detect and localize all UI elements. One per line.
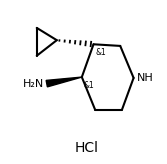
Polygon shape — [46, 77, 82, 87]
Text: &1: &1 — [84, 81, 95, 90]
Text: NH: NH — [137, 73, 154, 83]
Text: H₂N: H₂N — [23, 79, 44, 89]
Text: HCl: HCl — [75, 141, 99, 155]
Text: &1: &1 — [96, 48, 106, 57]
